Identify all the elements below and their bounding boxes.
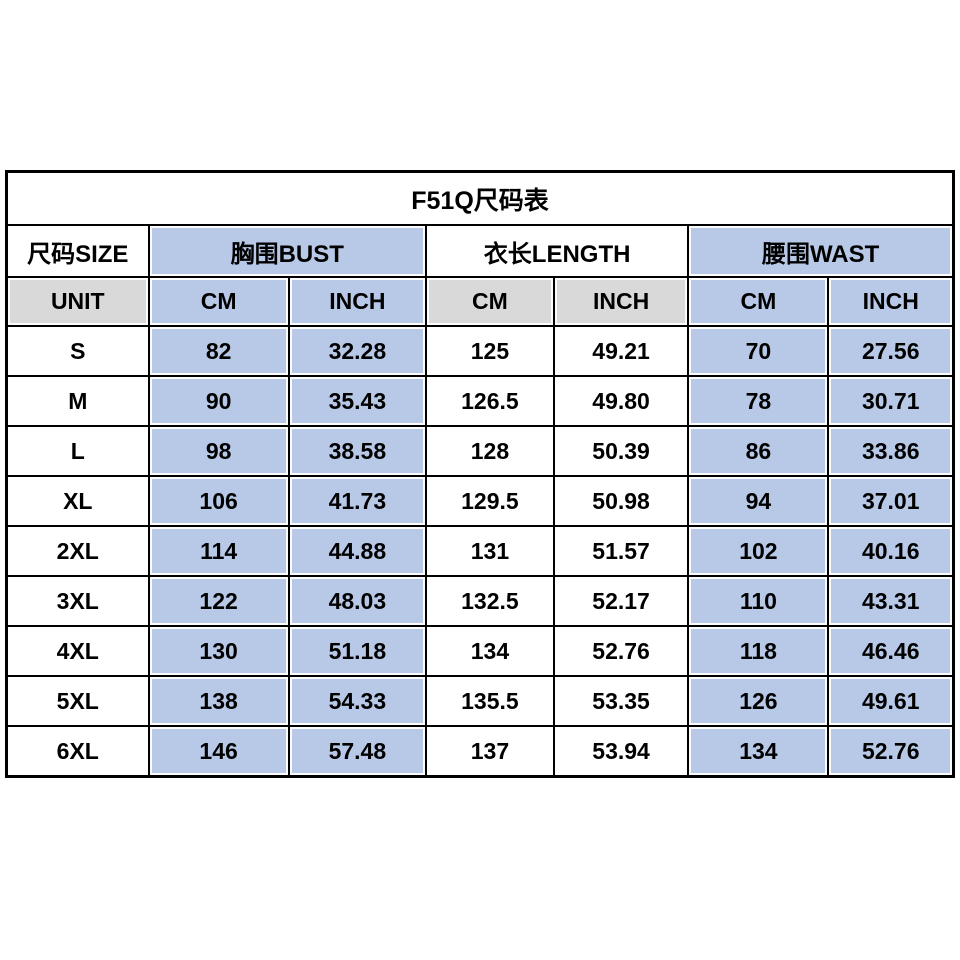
- wast-cm-cell: 126: [687, 675, 830, 727]
- table-row: 2XL 114 44.88 131 51.57 102 40.16: [5, 525, 955, 577]
- table-row: 3XL 122 48.03 132.5 52.17 110 43.31: [5, 575, 955, 627]
- wast-cm-cell: 110: [687, 575, 830, 627]
- size-cell: 5XL: [5, 675, 150, 727]
- table-row: 6XL 146 57.48 137 53.94 134 52.76: [5, 725, 955, 778]
- length-cm-cell: 135.5: [425, 675, 555, 727]
- header-bust: 胸围BUST: [147, 224, 428, 278]
- unit-length-cm: CM: [425, 276, 555, 327]
- unit-row: UNIT CM INCH CM INCH CM INCH: [5, 276, 955, 327]
- bust-inch-cell: 54.33: [287, 675, 428, 727]
- size-cell: 4XL: [5, 625, 150, 677]
- length-inch-cell: 50.39: [552, 425, 690, 477]
- unit-bust-inch: INCH: [287, 276, 428, 327]
- bust-cm-cell: 138: [147, 675, 290, 727]
- wast-cm-cell: 70: [687, 325, 830, 377]
- unit-length-inch: INCH: [552, 276, 690, 327]
- wast-cm-cell: 78: [687, 375, 830, 427]
- wast-cm-cell: 102: [687, 525, 830, 577]
- length-cm-cell: 128: [425, 425, 555, 477]
- table-row: 4XL 130 51.18 134 52.76 118 46.46: [5, 625, 955, 677]
- wast-inch-cell: 49.61: [827, 675, 955, 727]
- size-cell: XL: [5, 475, 150, 527]
- length-cm-cell: 129.5: [425, 475, 555, 527]
- size-chart-table: F51Q尺码表 尺码SIZE 胸围BUST 衣长LENGTH 腰围WAST UN…: [5, 170, 955, 778]
- bust-cm-cell: 114: [147, 525, 290, 577]
- length-inch-cell: 52.76: [552, 625, 690, 677]
- unit-wast-cm: CM: [687, 276, 830, 327]
- length-inch-cell: 49.21: [552, 325, 690, 377]
- bust-cm-cell: 90: [147, 375, 290, 427]
- bust-inch-cell: 48.03: [287, 575, 428, 627]
- length-inch-cell: 53.35: [552, 675, 690, 727]
- length-inch-cell: 51.57: [552, 525, 690, 577]
- size-cell: 3XL: [5, 575, 150, 627]
- header-wast: 腰围WAST: [687, 224, 955, 278]
- bust-inch-cell: 51.18: [287, 625, 428, 677]
- size-cell: 6XL: [5, 725, 150, 778]
- wast-inch-cell: 40.16: [827, 525, 955, 577]
- table-body: S 82 32.28 125 49.21 70 27.56 M 90 35.43 126.5 49.8…: [5, 325, 955, 778]
- wast-cm-cell: 118: [687, 625, 830, 677]
- header-size: 尺码SIZE: [5, 224, 150, 278]
- bust-cm-cell: 106: [147, 475, 290, 527]
- unit-wast-inch: INCH: [827, 276, 955, 327]
- bust-cm-cell: 122: [147, 575, 290, 627]
- size-cell: L: [5, 425, 150, 477]
- bust-inch-cell: 35.43: [287, 375, 428, 427]
- wast-cm-cell: 94: [687, 475, 830, 527]
- length-cm-cell: 134: [425, 625, 555, 677]
- bust-inch-cell: 32.28: [287, 325, 428, 377]
- group-header-row: 尺码SIZE 胸围BUST 衣长LENGTH 腰围WAST: [5, 224, 955, 278]
- table-row: 5XL 138 54.33 135.5 53.35 126 49.61: [5, 675, 955, 727]
- wast-inch-cell: 43.31: [827, 575, 955, 627]
- size-cell: S: [5, 325, 150, 377]
- length-cm-cell: 125: [425, 325, 555, 377]
- bust-cm-cell: 130: [147, 625, 290, 677]
- bust-inch-cell: 41.73: [287, 475, 428, 527]
- table-row: S 82 32.28 125 49.21 70 27.56: [5, 325, 955, 377]
- bust-cm-cell: 146: [147, 725, 290, 778]
- size-cell: M: [5, 375, 150, 427]
- length-cm-cell: 137: [425, 725, 555, 778]
- length-inch-cell: 49.80: [552, 375, 690, 427]
- bust-inch-cell: 38.58: [287, 425, 428, 477]
- unit-label: UNIT: [5, 276, 150, 327]
- length-inch-cell: 50.98: [552, 475, 690, 527]
- table-row: L 98 38.58 128 50.39 86 33.86: [5, 425, 955, 477]
- wast-inch-cell: 52.76: [827, 725, 955, 778]
- bust-inch-cell: 44.88: [287, 525, 428, 577]
- title-row: F51Q尺码表: [5, 170, 955, 226]
- length-cm-cell: 132.5: [425, 575, 555, 627]
- wast-inch-cell: 33.86: [827, 425, 955, 477]
- table-title: F51Q尺码表: [5, 170, 955, 226]
- length-inch-cell: 53.94: [552, 725, 690, 778]
- size-cell: 2XL: [5, 525, 150, 577]
- length-cm-cell: 126.5: [425, 375, 555, 427]
- bust-cm-cell: 98: [147, 425, 290, 477]
- bust-cm-cell: 82: [147, 325, 290, 377]
- bust-inch-cell: 57.48: [287, 725, 428, 778]
- wast-inch-cell: 30.71: [827, 375, 955, 427]
- header-length: 衣长LENGTH: [424, 224, 690, 278]
- wast-cm-cell: 86: [687, 425, 830, 477]
- wast-cm-cell: 134: [687, 725, 830, 778]
- table-row: M 90 35.43 126.5 49.80 78 30.71: [5, 375, 955, 427]
- table-row: XL 106 41.73 129.5 50.98 94 37.01: [5, 475, 955, 527]
- length-inch-cell: 52.17: [552, 575, 690, 627]
- unit-bust-cm: CM: [147, 276, 290, 327]
- wast-inch-cell: 37.01: [827, 475, 955, 527]
- length-cm-cell: 131: [425, 525, 555, 577]
- wast-inch-cell: 46.46: [827, 625, 955, 677]
- wast-inch-cell: 27.56: [827, 325, 955, 377]
